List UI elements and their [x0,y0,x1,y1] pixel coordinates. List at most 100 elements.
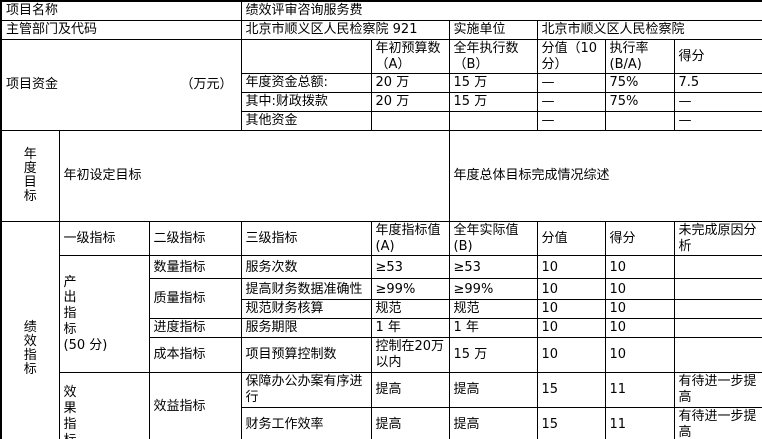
kpi-score: 11 [604,406,675,439]
fund-row-label: 年度资金总额: [240,73,372,94]
fund-exec-value [448,111,538,132]
kpi-weight: 15 [536,406,606,439]
kpi-l3: 规范财务核算 [240,299,372,320]
kpi-score: 10 [604,278,675,301]
kpi-target: ≥99% [370,278,450,301]
fund-score-value: — [673,92,762,113]
fund-weight-value: — [536,111,606,132]
dept-label: 主管部门及代码 [0,19,242,40]
kpi-col-target: 年度指标值 (A) [370,220,450,257]
kpi-row: 财务工作效率 提高 提高 15 11 有待进一步提高 [1,406,762,439]
kpi-col-actual: 全年实际值 (B) [448,220,538,257]
dept-value: 北京市顺义区人民检察院 921 [240,19,450,40]
initial-goal-label: 年初设定目标 [58,130,450,222]
kpi-row: 质量指标 提高财务数据准确性 ≥99% ≥99% 10 10 [1,278,762,320]
row-project-name: 项目名称 绩效评审咨询服务费 [0,0,762,21]
kpi-l3: 提高财务数据准确性 [240,278,372,301]
kpi-reason [673,299,762,320]
kpi-weight: 15 [536,372,606,408]
impl-unit-value: 北京市顺义区人民检察院 [536,19,762,40]
row-annual-goal: 年度目标 年初设定目标 年度总体目标完成情况综述 [0,130,762,222]
kpi-weight: 10 [536,255,606,280]
fund-col-score: 得分 [673,38,762,75]
row-fund-other: 其他资金 — — [1,111,762,132]
kpi-score: 10 [604,299,675,320]
kpi-target: 1 年 [370,318,450,339]
fund-row-label: 其中:财政拨款 [240,92,372,113]
fund-col-weight: 分值（10分） [536,38,606,75]
kpi-l3: 服务期限 [240,318,372,339]
kpi-target: 规范 [370,299,450,320]
fund-budget-value: 20 万 [370,73,450,94]
kpi-score: 11 [604,372,675,408]
impl-unit-label: 实施单位 [448,19,538,40]
fund-section-cell: 项目资金 （万元） [0,38,242,132]
fund-col-exec: 全年执行数 （B） [448,38,538,75]
kpi-reason [673,337,762,374]
kpi-row: 进度指标 服务期限 1 年 1 年 10 10 [1,318,762,339]
kpi-col-l2: 二级指标 [148,220,242,257]
kpi-col-l1: 一级指标 [58,220,150,257]
kpi-l2-benefit: 效益指标 [148,372,242,439]
kpi-col-reason: 未完成原因分析 [673,220,762,257]
kpi-actual: ≥99% [448,278,538,301]
fund-unit-label: （万元） [180,76,233,92]
kpi-l3: 项目预算控制数 [240,337,372,374]
annual-goal-side-label: 年度目标 [0,130,60,222]
kpi-reason [673,255,762,280]
kpi-actual: ≥53 [448,255,538,280]
fund-col-budget: 年初预算数 （A） [370,38,450,75]
fund-rate-value: 75% [604,92,675,113]
kpi-l2-cost: 成本指标 [148,337,242,374]
kpi-l2-quantity: 数量指标 [148,255,242,280]
kpi-col-score: 得分 [604,220,675,257]
row-fund-header: 项目资金 （万元） 年初预算数 （A） 全年执行数 （B） 分值（10分） 执行… [0,38,762,132]
row-department: 主管部门及代码 北京市顺义区人民检察院 921 实施单位 北京市顺义区人民检察院 [0,19,762,40]
kpi-target: ≥53 [370,255,450,280]
project-name-label: 项目名称 [0,0,242,21]
kpi-l3: 财务工作效率 [240,406,372,439]
kpi-reason [673,278,762,301]
fund-exec-value: 15 万 [448,92,538,113]
fund-section-label: 项目资金 [6,76,59,92]
fund-budget-value [370,111,450,132]
kpi-actual: 提高 [448,406,538,439]
kpi-target: 提高 [370,406,450,439]
kpi-group-effect: 效 果 指 标 (40 分) [58,372,150,439]
kpi-score: 10 [604,337,675,374]
kpi-l2-progress: 进度指标 [148,318,242,339]
kpi-actual: 提高 [448,372,538,408]
kpi-row: 规范财务核算 规范 规范 10 10 [1,299,762,320]
kpi-group-output: 产 出 指 标 (50 分) [58,255,150,374]
kpi-l3: 服务次数 [240,255,372,280]
kpi-row: 效 果 指 标 (40 分) 效益指标 保障办公办案有序进行 提高 提高 15 … [1,372,762,439]
fund-rate-value: 75% [604,73,675,94]
kpi-weight: 10 [536,278,606,301]
kpi-score: 10 [604,255,675,280]
kpi-row: 产 出 指 标 (50 分) 数量指标 服务次数 ≥53 ≥53 10 10 [1,255,762,374]
kpi-row: 成本指标 项目预算控制数 控制在20万以内 15 万 10 10 [1,337,762,374]
fund-exec-value: 15 万 [448,73,538,94]
kpi-col-l3: 三级指标 [240,220,372,257]
fund-row-label: 其他资金 [240,111,372,132]
fund-subheader-empty [240,38,372,75]
kpi-reason: 有待进一步提高 [673,372,762,408]
kpi-score: 10 [604,318,675,339]
project-name-value: 绩效评审咨询服务费 [240,0,762,21]
kpi-l3: 保障办公办案有序进行 [240,372,372,408]
row-fund-fiscal: 其中:财政拨款 20 万 15 万 — 75% — [1,92,762,113]
kpi-weight: 10 [536,299,606,320]
kpi-reason [673,318,762,339]
row-kpi-header: 绩效指标 一级指标 二级指标 三级指标 年度指标值 (A) 全年实际值 (B) … [0,220,762,439]
kpi-weight: 10 [536,318,606,339]
fund-budget-value: 20 万 [370,92,450,113]
fund-col-rate: 执行率 (B/A) [604,38,675,75]
fund-score-value: — [673,111,762,132]
kpi-weight: 10 [536,337,606,374]
fund-rate-value [604,111,675,132]
kpi-actual: 1 年 [448,318,538,339]
goal-summary-label: 年度总体目标完成情况综述 [448,130,762,222]
fund-score-value: 7.5 [673,73,762,94]
fund-weight-value: — [536,92,606,113]
